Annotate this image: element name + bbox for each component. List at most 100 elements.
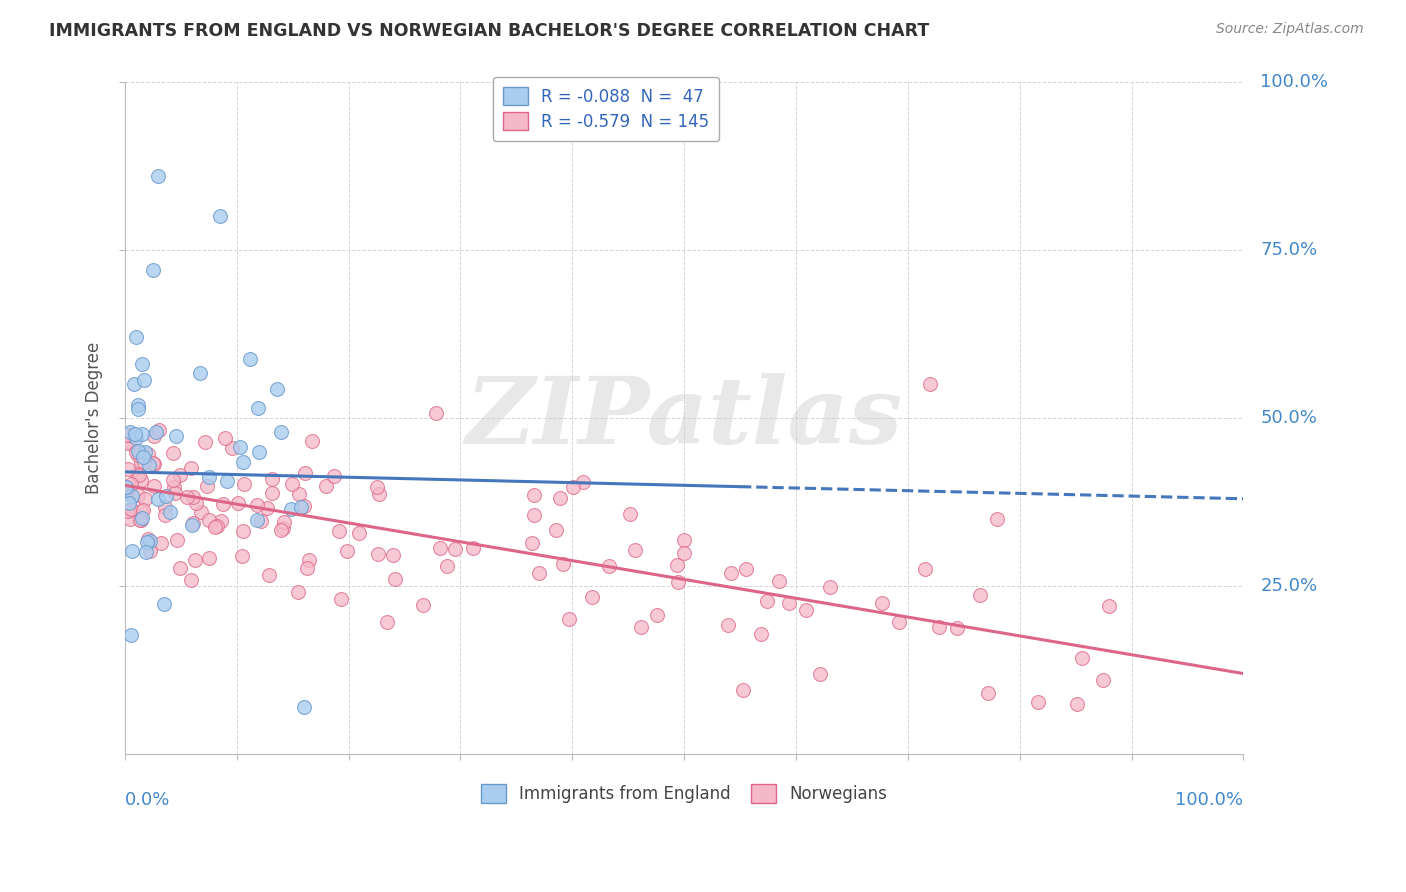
Point (270, 523, 292, 537)
Point (118, 434, 141, 449)
Point (145, 425, 167, 439)
Point (136, 447, 159, 461)
Point (914, 562, 936, 576)
Point (148, 169, 170, 183)
Point (271, 521, 294, 535)
Point (138, 543, 160, 558)
Point (120, 425, 142, 439)
Point (183, 553, 205, 567)
Point (132, 373, 155, 387)
Point (444, 542, 467, 557)
Point (581, 590, 603, 604)
Point (128, 468, 150, 483)
Point (544, 523, 567, 537)
Point (117, 504, 139, 518)
Point (121, 543, 143, 558)
Point (375, 615, 398, 629)
Point (153, 500, 176, 515)
Point (190, 505, 212, 519)
Point (163, 486, 186, 500)
Point (734, 562, 756, 576)
Point (347, 525, 370, 540)
Point (322, 468, 344, 483)
Point (436, 559, 458, 574)
Point (246, 513, 269, 527)
Point (330, 591, 353, 606)
Point (572, 475, 595, 490)
Text: 100.0%: 100.0% (1260, 73, 1329, 91)
Point (136, 535, 159, 549)
Point (673, 533, 696, 547)
Point (188, 366, 211, 380)
Point (197, 551, 219, 566)
Point (749, 627, 772, 641)
Text: 75.0%: 75.0% (1260, 241, 1317, 259)
Text: 50.0%: 50.0% (1260, 409, 1317, 427)
Point (125, 431, 148, 445)
Point (127, 402, 149, 417)
Point (562, 480, 585, 494)
Point (630, 620, 652, 634)
Point (270, 425, 292, 439)
Point (152, 597, 174, 611)
Point (129, 504, 152, 518)
Point (131, 427, 153, 442)
Point (125, 330, 148, 344)
Point (527, 566, 550, 581)
Point (425, 406, 447, 420)
Point (131, 455, 153, 469)
Point (733, 683, 755, 698)
Point (870, 596, 893, 610)
Point (294, 466, 316, 480)
Point (295, 561, 318, 575)
Point (367, 547, 389, 561)
Point (181, 516, 204, 530)
Point (139, 533, 162, 548)
Point (159, 505, 181, 519)
Point (262, 472, 284, 486)
Point (131, 511, 153, 525)
Point (136, 532, 159, 546)
Point (169, 561, 191, 575)
Point (127, 398, 149, 412)
Point (920, 377, 942, 392)
Point (162, 445, 184, 459)
Point (986, 512, 1008, 526)
Point (818, 580, 841, 594)
Point (976, 686, 998, 700)
Point (131, 473, 153, 487)
Point (645, 607, 668, 622)
Point (124, 427, 146, 442)
Point (412, 598, 434, 612)
Point (120, 502, 142, 516)
Point (672, 546, 695, 560)
Point (125, 444, 148, 458)
Point (118, 496, 141, 510)
Text: IMMIGRANTS FROM ENGLAND VS NORWEGIAN BACHELOR'S DEGREE CORRELATION CHART: IMMIGRANTS FROM ENGLAND VS NORWEGIAN BAC… (49, 22, 929, 40)
Point (120, 476, 142, 491)
Point (142, 457, 165, 471)
Point (384, 572, 406, 586)
Point (287, 584, 309, 599)
Point (262, 485, 284, 500)
Point (381, 548, 404, 562)
Point (288, 487, 311, 501)
Point (127, 467, 149, 482)
Point (315, 479, 337, 493)
Point (290, 500, 312, 514)
Point (115, 479, 138, 493)
Point (120, 628, 142, 642)
Point (366, 480, 388, 494)
Point (292, 700, 315, 714)
Point (794, 603, 817, 617)
Point (117, 462, 139, 476)
Point (118, 427, 141, 442)
Text: Source: ZipAtlas.com: Source: ZipAtlas.com (1216, 22, 1364, 37)
Point (121, 489, 143, 503)
Point (169, 468, 191, 483)
Point (239, 351, 262, 366)
Point (808, 667, 831, 681)
Point (523, 488, 546, 502)
Point (598, 559, 620, 574)
Point (180, 518, 202, 533)
